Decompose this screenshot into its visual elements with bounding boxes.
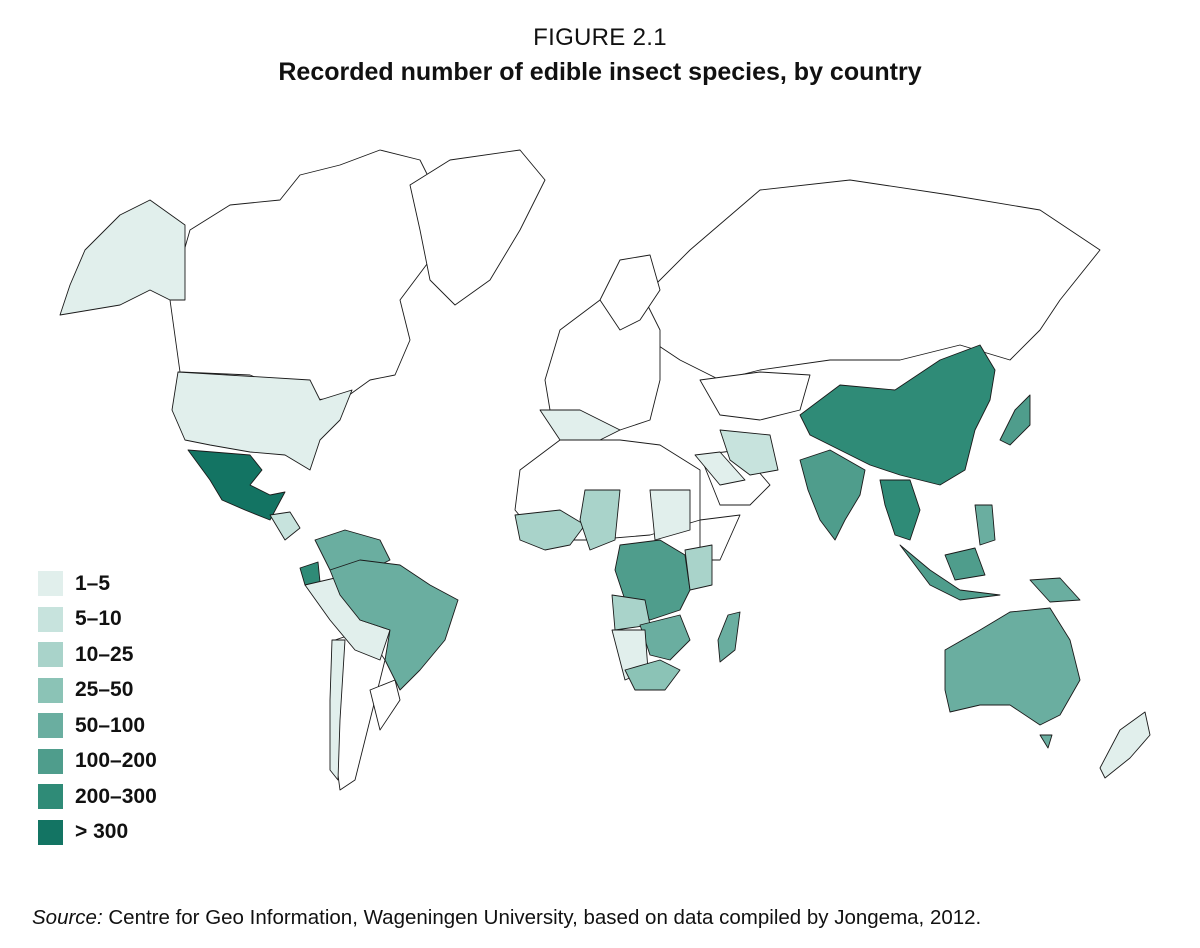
legend-label: 50–100 (75, 713, 146, 737)
legend-swatch (38, 677, 63, 703)
region-central-america (269, 511, 301, 541)
region-central-asia (699, 371, 811, 421)
legend: 1–5 5–10 10–25 25–50 50–100 100–200 200–… (38, 566, 157, 850)
region-southern-africa (639, 614, 691, 661)
legend-swatch (38, 606, 63, 632)
legend-item: 200–300 (38, 779, 157, 815)
region-brazil (329, 559, 459, 691)
region-mexico (187, 449, 286, 521)
region-iberia-italy (539, 409, 621, 441)
region-papua (1029, 577, 1081, 603)
region-alaska (59, 199, 186, 316)
legend-item: 5–10 (38, 602, 157, 638)
legend-label: > 300 (75, 820, 129, 844)
region-nigeria (579, 489, 621, 551)
region-greenland (409, 149, 546, 306)
region-sudan (649, 489, 691, 541)
region-madagascar (717, 611, 741, 663)
source-prefix: Source: (32, 906, 103, 929)
legend-swatch (38, 748, 63, 774)
region-russia (639, 179, 1101, 381)
world-map (59, 149, 1151, 791)
region-scandinavia (599, 254, 661, 331)
legend-label: 200–300 (75, 784, 157, 808)
source-note: Source: Centre for Geo Information, Wage… (32, 906, 981, 930)
region-indochina (879, 479, 921, 541)
figure-label: FIGURE 2.1 (533, 24, 667, 51)
legend-swatch (38, 571, 63, 597)
legend-item: 10–25 (38, 637, 157, 673)
legend-swatch (38, 784, 63, 810)
region-malaysia-indonesia (899, 544, 1001, 601)
legend-label: 1–5 (75, 571, 111, 595)
region-india (799, 449, 866, 541)
region-south-africa (624, 659, 681, 691)
region-arabian-gulf (694, 451, 746, 486)
region-new-zealand (1099, 711, 1151, 779)
legend-label: 10–25 (75, 642, 134, 666)
legend-item: > 300 (38, 815, 157, 851)
legend-item: 25–50 (38, 673, 157, 709)
region-argentina-east (369, 679, 401, 731)
region-china (799, 344, 996, 486)
region-usa (171, 371, 353, 471)
region-philippines (974, 504, 996, 546)
region-borneo (944, 547, 986, 581)
region-west-africa (514, 509, 586, 551)
region-chile (329, 639, 346, 781)
region-east-africa (684, 544, 713, 591)
legend-label: 100–200 (75, 749, 157, 773)
legend-item: 100–200 (38, 744, 157, 780)
region-tasmania (1039, 734, 1053, 749)
source-text: Centre for Geo Information, Wageningen U… (108, 906, 982, 929)
region-middle-east (719, 429, 779, 476)
region-japan (999, 394, 1031, 446)
legend-swatch (38, 642, 63, 668)
legend-item: 1–5 (38, 566, 157, 602)
figure-title: Recorded number of edible insect species… (278, 58, 922, 86)
legend-label: 5–10 (75, 607, 122, 631)
legend-label: 25–50 (75, 678, 134, 702)
legend-swatch (38, 819, 63, 845)
region-australia (944, 607, 1081, 726)
legend-item: 50–100 (38, 708, 157, 744)
region-ecuador (299, 561, 321, 586)
legend-swatch (38, 713, 63, 739)
